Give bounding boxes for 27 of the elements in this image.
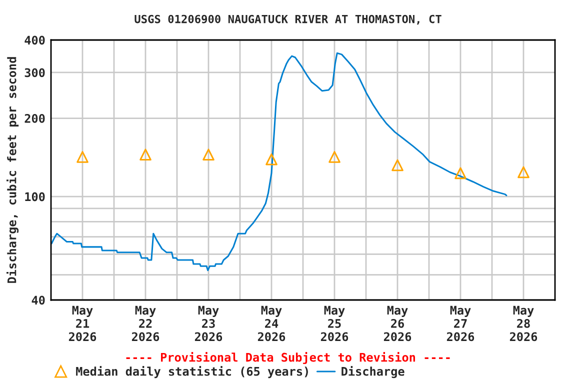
point [140, 148, 152, 160]
x-tick-label: May 22 2026 [132, 306, 160, 342]
y-tick-label: 400 [24, 36, 45, 45]
x-tick-label: May 26 2026 [384, 306, 412, 342]
x-tick-label: May 27 2026 [446, 306, 474, 342]
point [76, 151, 88, 163]
y-tick-label: 200 [24, 114, 45, 123]
text: ---- Provisional Data Subject to Revision ---- [126, 352, 450, 364]
point [328, 151, 340, 163]
legend-label: Discharge [342, 366, 404, 378]
y-tick-label: 40 [32, 296, 45, 305]
point [202, 148, 214, 160]
x-tick-label: May 23 2026 [194, 306, 222, 342]
y-axis-title: Discharge, cubic feet per second [6, 57, 19, 283]
x-tick-label: May 21 2026 [68, 306, 96, 342]
x-tick-label: May 24 2026 [258, 306, 286, 342]
point [454, 167, 466, 180]
chart-title: USGS 01206900 NAUGATUCK RIVER AT THOMASTON, CT [134, 14, 442, 25]
y-tick-label: 300 [24, 68, 45, 78]
y-tick-label: 100 [25, 192, 45, 202]
x-tick-label: May 28 2026 [510, 306, 538, 342]
line-series [51, 52, 508, 272]
point [518, 166, 530, 178]
point [266, 153, 278, 166]
point [392, 159, 404, 172]
legend-label: Median daily statistic (65 years) [76, 366, 308, 378]
x-tick-label: May 25 2026 [320, 306, 348, 342]
